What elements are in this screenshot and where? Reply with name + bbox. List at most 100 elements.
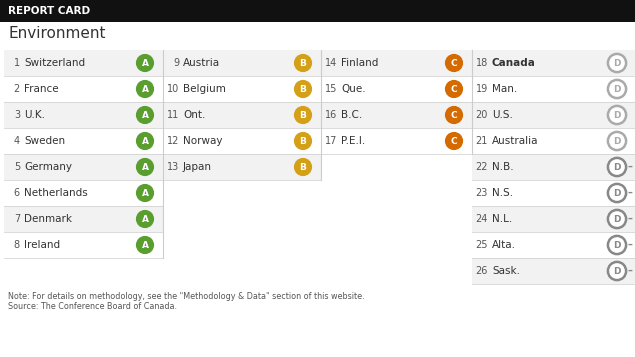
Circle shape: [294, 106, 312, 124]
Circle shape: [136, 54, 154, 72]
Text: N.S.: N.S.: [492, 188, 513, 198]
Circle shape: [136, 236, 154, 254]
Text: D: D: [613, 111, 621, 120]
Text: D: D: [613, 266, 621, 276]
Text: C: C: [451, 111, 457, 120]
Bar: [4, 102, 163, 128]
Text: U.S.: U.S.: [492, 110, 513, 120]
Bar: [321, 102, 472, 128]
Text: Japan: Japan: [183, 162, 212, 172]
Circle shape: [136, 106, 154, 124]
Bar: [472, 50, 635, 76]
Text: 11: 11: [167, 110, 179, 120]
Bar: [472, 206, 635, 232]
Text: D: D: [613, 59, 621, 67]
Text: N.L.: N.L.: [492, 214, 512, 224]
Text: 21: 21: [476, 136, 488, 146]
Text: Netherlands: Netherlands: [24, 188, 88, 198]
Text: U.K.: U.K.: [24, 110, 45, 120]
Circle shape: [294, 54, 312, 72]
Text: Switzerland: Switzerland: [24, 58, 85, 68]
Text: P.E.I.: P.E.I.: [341, 136, 365, 146]
Text: Sweden: Sweden: [24, 136, 65, 146]
Bar: [4, 76, 163, 102]
Bar: [4, 50, 163, 76]
Text: B.C.: B.C.: [341, 110, 362, 120]
Text: 1: 1: [14, 58, 20, 68]
Text: B: B: [300, 136, 307, 146]
Text: Environment: Environment: [8, 26, 105, 41]
Bar: [4, 232, 163, 258]
Circle shape: [445, 80, 463, 98]
Text: B: B: [300, 162, 307, 171]
Text: 23: 23: [476, 188, 488, 198]
Text: D: D: [613, 136, 621, 146]
Text: N.B.: N.B.: [492, 162, 514, 172]
Bar: [4, 154, 163, 180]
Text: REPORT CARD: REPORT CARD: [8, 6, 90, 16]
Text: D: D: [613, 215, 621, 223]
Text: 13: 13: [167, 162, 179, 172]
Circle shape: [136, 132, 154, 150]
Bar: [4, 206, 163, 232]
Text: 5: 5: [14, 162, 20, 172]
Text: D: D: [613, 241, 621, 250]
Bar: [472, 180, 635, 206]
Text: 18: 18: [476, 58, 488, 68]
Text: Que.: Que.: [341, 84, 366, 94]
Text: 16: 16: [324, 110, 337, 120]
Bar: [321, 76, 472, 102]
Text: 8: 8: [14, 240, 20, 250]
Text: Note: For details on methodology, see the "Methodology & Data" section of this w: Note: For details on methodology, see th…: [8, 292, 364, 301]
Text: Man.: Man.: [492, 84, 518, 94]
Text: 26: 26: [476, 266, 488, 276]
Text: France: France: [24, 84, 58, 94]
Text: 22: 22: [476, 162, 488, 172]
Text: B: B: [300, 85, 307, 94]
Text: 14: 14: [324, 58, 337, 68]
Text: 3: 3: [14, 110, 20, 120]
Text: Finland: Finland: [341, 58, 378, 68]
Circle shape: [608, 54, 626, 72]
Text: Germany: Germany: [24, 162, 72, 172]
Bar: [472, 76, 635, 102]
Bar: [163, 128, 321, 154]
Bar: [472, 154, 635, 180]
Bar: [472, 258, 635, 284]
Circle shape: [294, 158, 312, 176]
Bar: [4, 180, 163, 206]
Text: C: C: [451, 136, 457, 146]
Bar: [163, 154, 321, 180]
Text: –: –: [627, 214, 632, 224]
Circle shape: [608, 106, 626, 124]
Text: 17: 17: [324, 136, 337, 146]
Text: A: A: [142, 59, 149, 67]
Text: 19: 19: [476, 84, 488, 94]
Circle shape: [445, 132, 463, 150]
Circle shape: [608, 236, 626, 254]
Text: 2: 2: [14, 84, 20, 94]
Circle shape: [445, 54, 463, 72]
Text: B: B: [300, 111, 307, 120]
Text: A: A: [142, 85, 149, 94]
Circle shape: [136, 158, 154, 176]
Text: Canada: Canada: [492, 58, 536, 68]
Circle shape: [608, 132, 626, 150]
Text: Ireland: Ireland: [24, 240, 60, 250]
Text: A: A: [142, 215, 149, 223]
Text: Alta.: Alta.: [492, 240, 516, 250]
Bar: [472, 232, 635, 258]
Text: 7: 7: [14, 214, 20, 224]
Text: –: –: [627, 266, 632, 276]
Bar: [321, 128, 472, 154]
Circle shape: [608, 80, 626, 98]
Bar: [472, 102, 635, 128]
Circle shape: [608, 262, 626, 280]
Text: Belgium: Belgium: [183, 84, 226, 94]
Circle shape: [136, 80, 154, 98]
Text: A: A: [142, 241, 149, 250]
Text: A: A: [142, 111, 149, 120]
Text: 10: 10: [167, 84, 179, 94]
Text: Ont.: Ont.: [183, 110, 205, 120]
Text: Australia: Australia: [492, 136, 538, 146]
